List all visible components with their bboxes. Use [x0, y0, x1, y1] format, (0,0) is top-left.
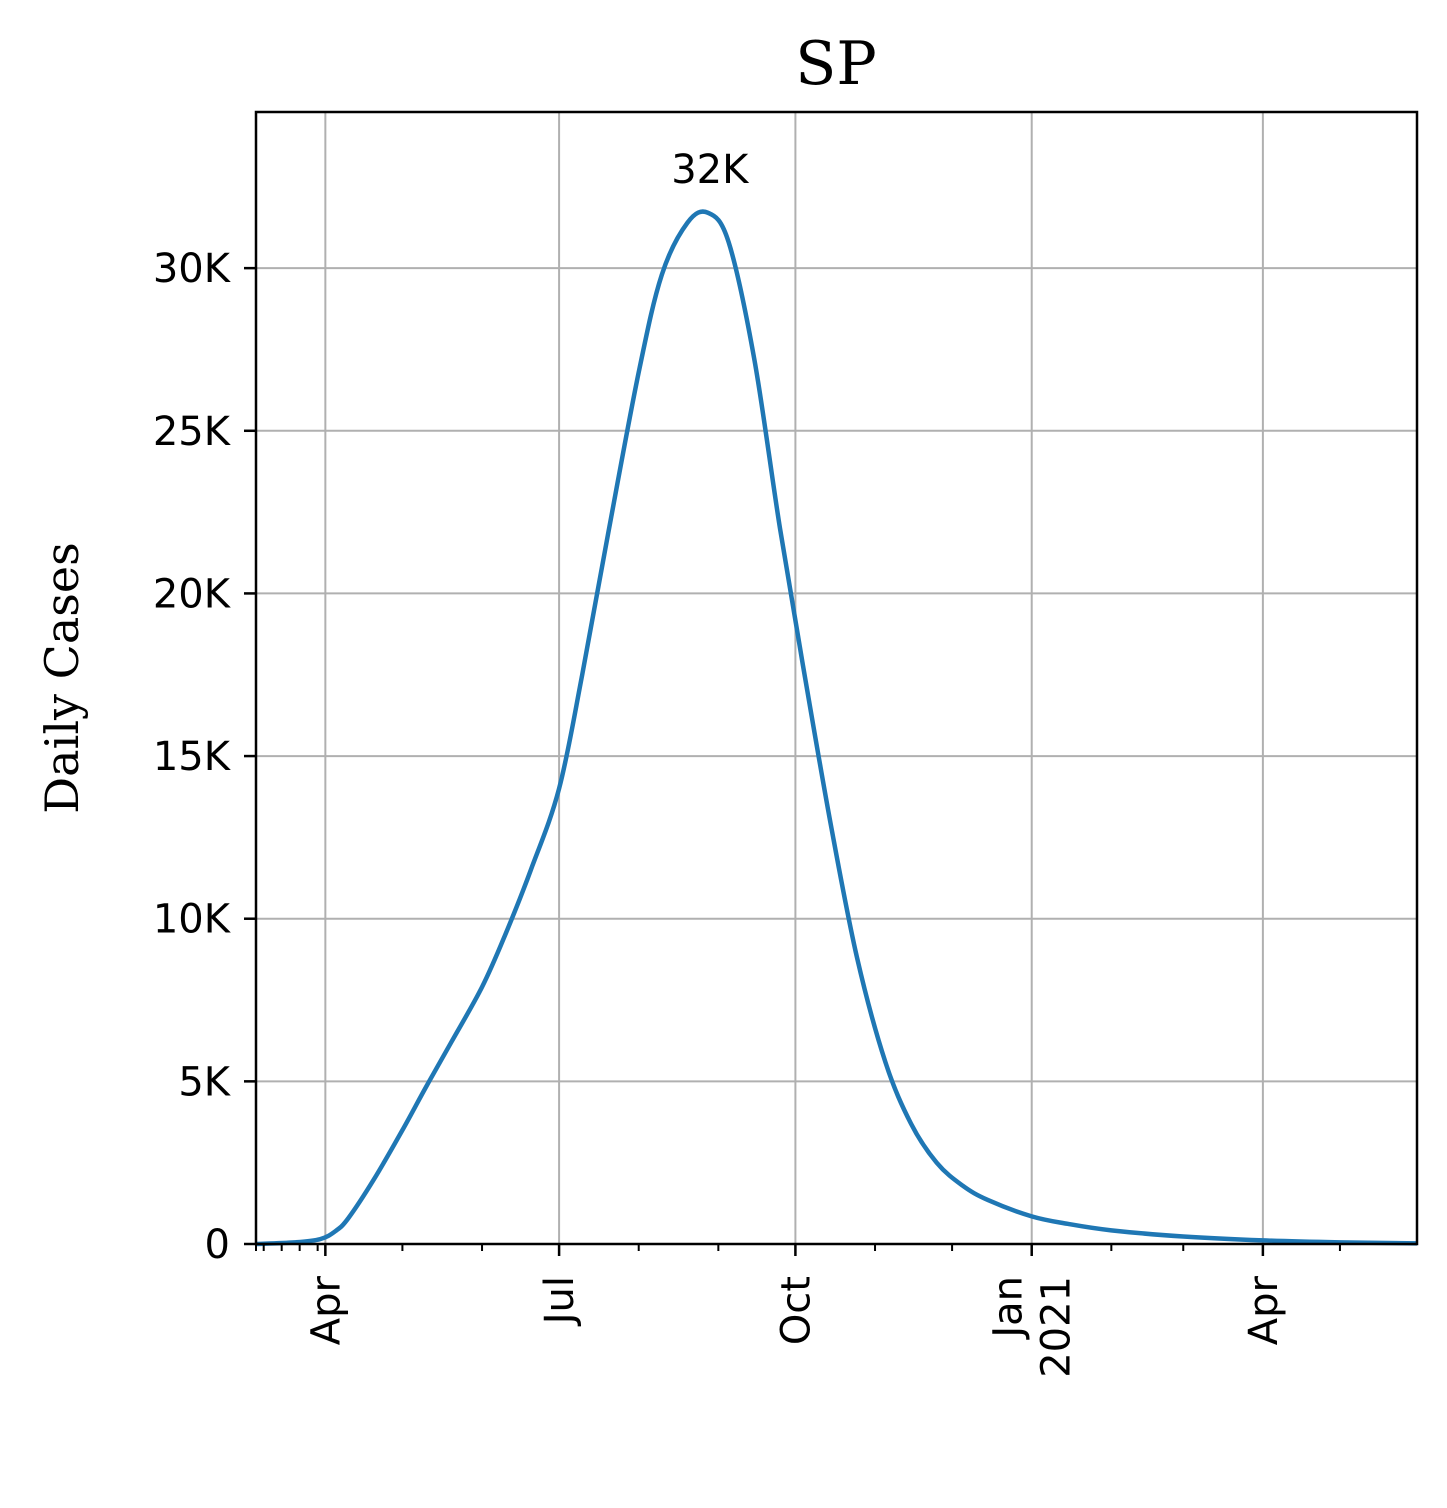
axis-ticks: 0 5K 10K 15K 20K 25K 30K Apr Jul Oct Jan 2021 Apr [153, 246, 1341, 1378]
y-tick-label: 5K [178, 1059, 231, 1105]
peak-annotation: 32K [671, 147, 750, 193]
y-tick-label: 15K [153, 734, 232, 780]
x-tick-label-group: Jul [537, 1276, 583, 1327]
x-tick-label: 2021 [1034, 1276, 1080, 1378]
y-tick-label: 25K [153, 409, 232, 455]
x-tick-label-group: Apr [1241, 1275, 1287, 1345]
x-tick-label: Oct [773, 1276, 819, 1345]
x-tick-label-group: Jan 2021 [986, 1276, 1080, 1378]
annotations: 32K [671, 147, 750, 193]
x-tick-label: Jan [986, 1276, 1032, 1341]
x-tick-label-group: Oct [773, 1276, 819, 1345]
y-tick-label: 10K [153, 897, 232, 943]
x-tick-label: Apr [1241, 1275, 1287, 1345]
grid-lines [256, 112, 1417, 1245]
y-tick-label: 20K [153, 571, 232, 617]
y-tick-label: 0 [205, 1222, 230, 1268]
plot-frame [254, 110, 1419, 1246]
y-tick-label: 30K [153, 246, 232, 292]
y-axis-label: Daily Cases [35, 542, 89, 813]
x-tick-label: Apr [303, 1275, 349, 1345]
x-tick-label: Jul [537, 1276, 583, 1327]
chart-title: SP [795, 29, 876, 99]
series-line [255, 209, 1418, 1247]
series-layer [255, 209, 1418, 1247]
x-tick-label-group: Apr [303, 1275, 349, 1345]
